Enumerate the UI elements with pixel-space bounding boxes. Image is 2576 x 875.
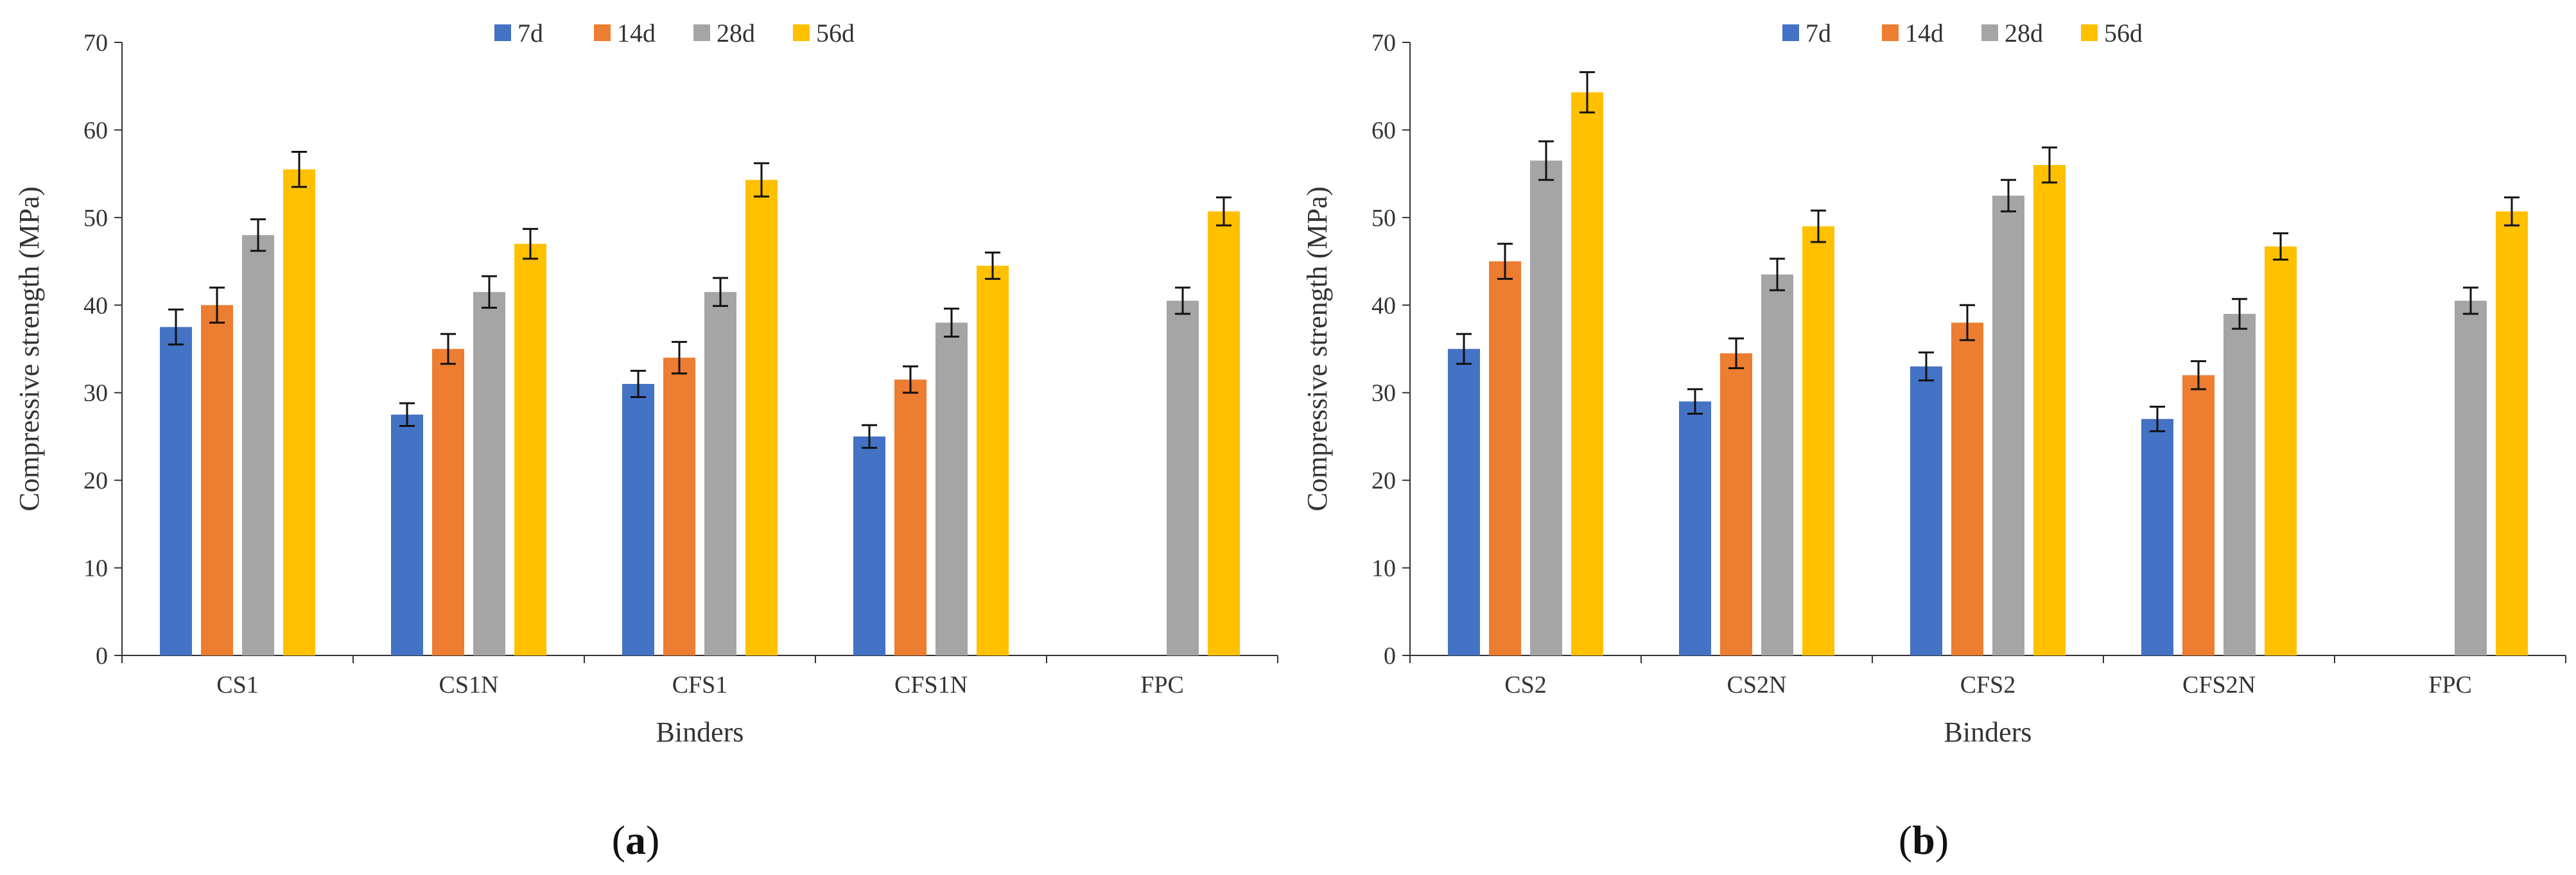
x-axis-title: Binders [656, 716, 744, 748]
y-tick-label: 70 [83, 30, 108, 56]
bar-cfs2-14d [1951, 322, 1983, 656]
bar-cfs1-28d [704, 291, 736, 656]
y-tick-label: 0 [96, 643, 108, 670]
legend-label-14d: 14d [617, 19, 656, 48]
legend-swatch-7d [494, 24, 511, 41]
x-tick-label: CS2N [1727, 671, 1787, 698]
bar-cfs2-7d [1910, 366, 1942, 655]
y-axis-title: Compressive strength (MPa) [13, 187, 45, 512]
x-tick-label: FPC [2428, 671, 2472, 698]
bar-cs2-28d [1530, 160, 1562, 655]
bar-fpc-56d [2496, 211, 2528, 655]
x-tick-label: CFS1N [894, 671, 968, 698]
bar-cfs1n-14d [894, 379, 927, 655]
x-tick-label: CFS2N [2182, 671, 2256, 698]
y-tick-label: 0 [1384, 643, 1396, 670]
bar-cs1-7d [160, 327, 192, 655]
legend-swatch-14d [594, 24, 611, 41]
x-tick-label: CFS1 [672, 671, 728, 698]
bar-cfs2-56d [2033, 165, 2066, 655]
bar-cs2-7d [1448, 349, 1480, 655]
bar-cfs1n-7d [853, 436, 885, 655]
chart-panel-a: 0 10 20 30 40 50 60 70 CS1 CS1N CFS1 CFS1N FPC Binder… [13, 19, 1278, 863]
bar-cfs1-56d [745, 180, 778, 655]
y-tick-label: 60 [83, 117, 108, 144]
legend-label-28d: 28d [717, 19, 755, 48]
bar-cfs2n-28d [2224, 313, 2256, 655]
bar-cs1-56d [283, 169, 315, 656]
y-tick-label: 10 [1371, 555, 1396, 582]
bar-cs1n-14d [432, 349, 464, 655]
bar-cs1n-28d [473, 291, 505, 656]
caption-paren-open: ( [612, 817, 625, 863]
bar-cs1n-7d [391, 414, 423, 655]
bar-fpc-56d [1208, 211, 1240, 655]
x-tick-label: CS1 [216, 671, 258, 698]
bar-cs2n-7d [1679, 401, 1711, 655]
bar-cfs1-7d [622, 384, 654, 655]
x-tick-label: CS1N [439, 671, 499, 698]
bar-fpc-28d [2455, 300, 2487, 655]
y-tick-label: 50 [1371, 205, 1396, 232]
bar-cfs1-14d [663, 358, 695, 655]
legend-swatch-28d [693, 24, 710, 41]
legend-swatch-14d [1882, 24, 1899, 41]
bar-cs2n-14d [1720, 353, 1752, 655]
x-axis-title: Binders [1944, 716, 2032, 748]
chart-b-svg: 0 10 20 30 40 50 60 70 CS2 CS2N CFS2 CFS2N FPC Binder… [1301, 19, 2566, 863]
y-tick-label: 40 [83, 292, 108, 319]
legend-label-14d: 14d [1905, 19, 1944, 48]
x-tick-label: CS2 [1504, 671, 1546, 698]
x-tick-label: FPC [1140, 671, 1184, 698]
legend-label-28d: 28d [2005, 19, 2043, 48]
x-tick-label: CFS2 [1960, 671, 2016, 698]
caption-paren-open: ( [1899, 817, 1912, 863]
bar-cfs2-28d [1992, 195, 2024, 655]
caption-paren-close: ) [646, 817, 659, 863]
legend-label-7d: 7d [1806, 19, 1831, 48]
caption-letter: a [625, 817, 646, 863]
bar-fpc-28d [1167, 300, 1199, 655]
bar-cs2-56d [1571, 92, 1603, 655]
y-axis-title: Compressive strength (MPa) [1301, 187, 1333, 512]
caption-paren-close: ) [1935, 817, 1949, 863]
legend-swatch-28d [1981, 24, 1998, 41]
bar-cs1n-56d [514, 243, 546, 655]
legend-swatch-56d [2081, 24, 2098, 41]
caption-letter: b [1912, 817, 1935, 863]
chart-a-svg: 0 10 20 30 40 50 60 70 CS1 CS1N CFS1 CFS1N FPC Binder… [13, 19, 1278, 863]
y-tick-label: 30 [83, 380, 108, 407]
legend-label-56d: 56d [816, 19, 855, 48]
legend-swatch-56d [793, 24, 810, 41]
bar-cs2n-28d [1761, 274, 1793, 655]
y-tick-label: 50 [83, 205, 108, 232]
bar-cfs2n-7d [2141, 419, 2173, 655]
y-tick-label: 20 [83, 467, 108, 494]
legend-label-56d: 56d [2104, 19, 2143, 48]
panel-caption: (a) [612, 817, 660, 863]
bar-cfs2n-56d [2265, 246, 2297, 656]
panel-caption: (b) [1899, 817, 1949, 863]
chart-panel-b: 0 10 20 30 40 50 60 70 CS2 CS2N CFS2 CFS2N FPC Binder… [1288, 0, 2576, 875]
y-tick-label: 40 [1371, 292, 1396, 319]
legend-label-7d: 7d [518, 19, 543, 48]
bar-cs2n-56d [1802, 226, 1834, 655]
y-tick-label: 30 [1371, 380, 1396, 407]
y-tick-label: 70 [1371, 30, 1396, 56]
bar-cfs1n-28d [936, 322, 968, 656]
bar-cfs1n-56d [977, 265, 1009, 656]
legend-swatch-7d [1782, 24, 1799, 41]
y-tick-label: 60 [1371, 117, 1396, 144]
y-tick-label: 20 [1371, 467, 1396, 494]
y-tick-label: 10 [83, 555, 108, 582]
bar-cs1-14d [201, 305, 233, 655]
bar-cs2-14d [1489, 261, 1521, 656]
bar-cs1-28d [242, 235, 274, 656]
bar-cfs2n-14d [2182, 375, 2215, 655]
